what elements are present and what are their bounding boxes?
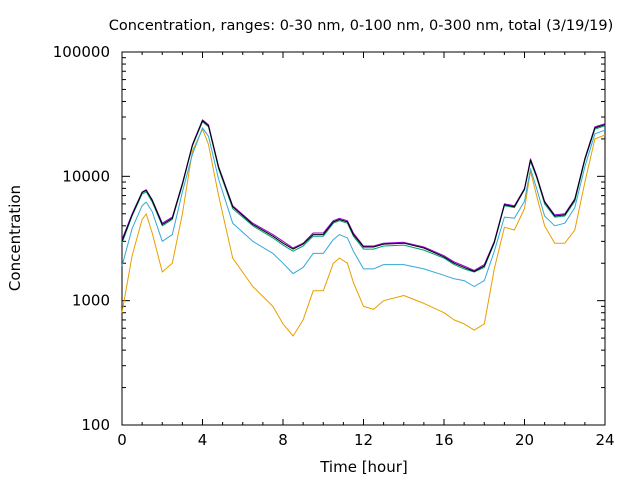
series-line-3 [121, 121, 606, 273]
series-line-5 [121, 120, 606, 272]
x-tick-label: 4 [198, 431, 208, 449]
y-tick-label: 10000 [62, 167, 110, 185]
x-tick-label: 16 [434, 431, 453, 449]
x-axis-label: Time [hour] [319, 458, 408, 476]
y-axis-label: Concentration [6, 185, 24, 291]
series-line-2 [121, 127, 606, 287]
chart-title: Concentration, ranges: 0-30 nm, 0-100 nm… [109, 18, 614, 34]
x-tick-label: 8 [278, 431, 288, 449]
plot-frame [121, 51, 606, 426]
series-layer [121, 119, 606, 337]
x-axis: 0 4 8 12 16 20 24 [117, 52, 615, 449]
x-tick-label: 0 [117, 431, 127, 449]
y-axis: 100 1000 10000 100000 [53, 43, 605, 434]
x-tick-label: 20 [515, 431, 534, 449]
y-tick-label: 100 [81, 416, 110, 434]
y-tick-label: 1000 [72, 292, 110, 310]
x-tick-label: 24 [595, 431, 614, 449]
y-tick-label: 100000 [53, 43, 110, 61]
x-tick-label: 12 [354, 431, 373, 449]
series-line-1 [121, 128, 606, 337]
